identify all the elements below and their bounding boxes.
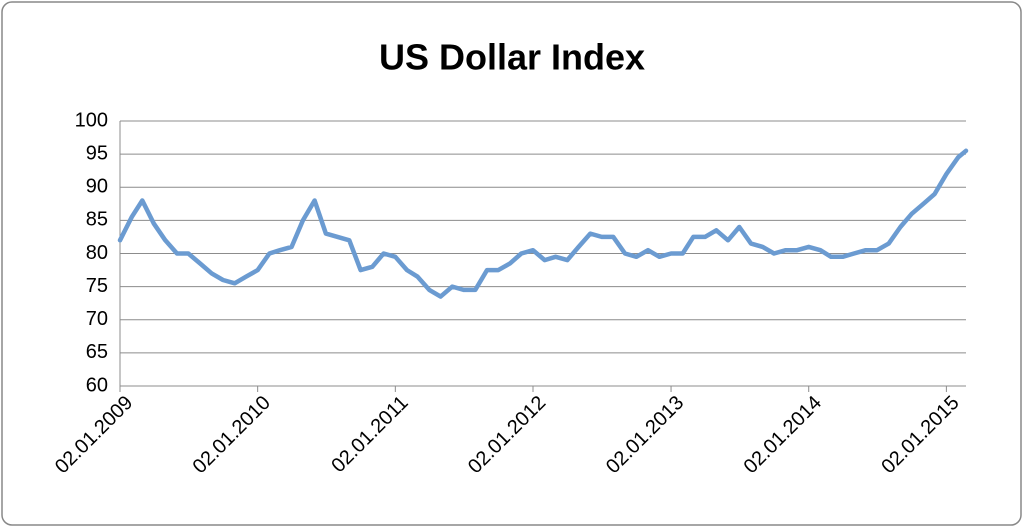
chart-title: US Dollar Index bbox=[379, 37, 645, 78]
y-tick-label: 60 bbox=[86, 374, 108, 396]
grid bbox=[119, 120, 966, 392]
y-tick-label: 100 bbox=[75, 109, 108, 131]
y-tick-label: 75 bbox=[86, 275, 108, 297]
y-tick-label: 95 bbox=[86, 142, 108, 164]
y-tick-label: 90 bbox=[86, 176, 108, 198]
line-series bbox=[117, 148, 969, 299]
y-tick-label: 85 bbox=[86, 209, 108, 231]
y-tick-label: 70 bbox=[86, 308, 108, 330]
y-tick-label: 80 bbox=[86, 242, 108, 264]
y-tick-label: 65 bbox=[86, 341, 108, 363]
plot bbox=[117, 148, 969, 299]
